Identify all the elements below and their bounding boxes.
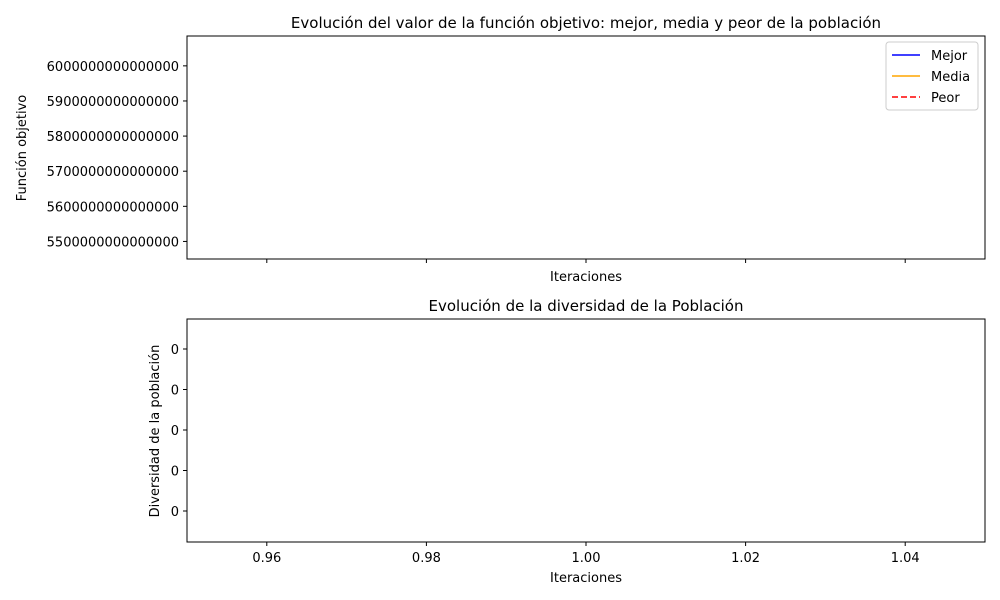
objective-y-tick-label: 6000000000000000: [47, 60, 179, 75]
diversity-y-ticks: 0 0 0 0 0: [171, 343, 187, 520]
legend-label-media: Media: [931, 70, 970, 85]
legend-box: [885, 41, 979, 111]
diversity-x-axis-label: Iteraciones: [550, 571, 622, 586]
objective-chart-title: Evolución del valor de la función objeti…: [291, 14, 881, 32]
legend-label-mejor: Mejor: [931, 49, 968, 64]
objective-plot-area: [186, 35, 986, 260]
objective-y-ticks: 5500000000000000 5600000000000000 57000000…: [47, 60, 187, 250]
objective-y-tick-label: 5900000000000000: [47, 95, 179, 110]
diversity-x-tick-label: 0.96: [252, 551, 281, 566]
diversity-x-tick-label: 1.04: [891, 551, 920, 566]
diversity-x-ticks: 0.96 0.98 1.00 1.02 1.04: [252, 542, 920, 566]
diversity-y-tick-label: 0: [171, 505, 179, 520]
diversity-x-tick-label: 1.02: [731, 551, 760, 566]
objective-y-axis-label: Función objetivo: [15, 95, 30, 202]
objective-x-axis-label: Iteraciones: [550, 270, 622, 285]
diversity-y-tick-label: 0: [171, 424, 179, 439]
diversity-chart-title: Evolución de la diversidad de la Poblaci…: [429, 297, 744, 315]
diversity-y-tick-label: 0: [171, 343, 179, 358]
diversity-y-axis-label: Diversidad de la población: [148, 345, 163, 518]
objective-x-ticks: [266, 259, 906, 263]
diversity-x-tick-label: 1.00: [572, 551, 601, 566]
diversity-chart: Evolución de la diversidad de la Poblaci…: [148, 297, 986, 586]
objective-chart: Evolución del valor de la función objeti…: [15, 14, 986, 285]
diversity-plot-area: [186, 318, 986, 543]
objective-y-tick-label: 5800000000000000: [47, 130, 179, 145]
legend-label-peor: Peor: [931, 91, 960, 106]
objective-y-tick-label: 5700000000000000: [47, 165, 179, 180]
diversity-y-tick-label: 0: [171, 465, 179, 480]
diversity-y-tick-label: 0: [171, 384, 179, 399]
objective-y-tick-label: 5500000000000000: [47, 235, 179, 250]
diversity-x-tick-label: 0.98: [412, 551, 441, 566]
legend: Mejor Media Peor: [885, 41, 979, 111]
objective-y-tick-label: 5600000000000000: [47, 200, 179, 215]
